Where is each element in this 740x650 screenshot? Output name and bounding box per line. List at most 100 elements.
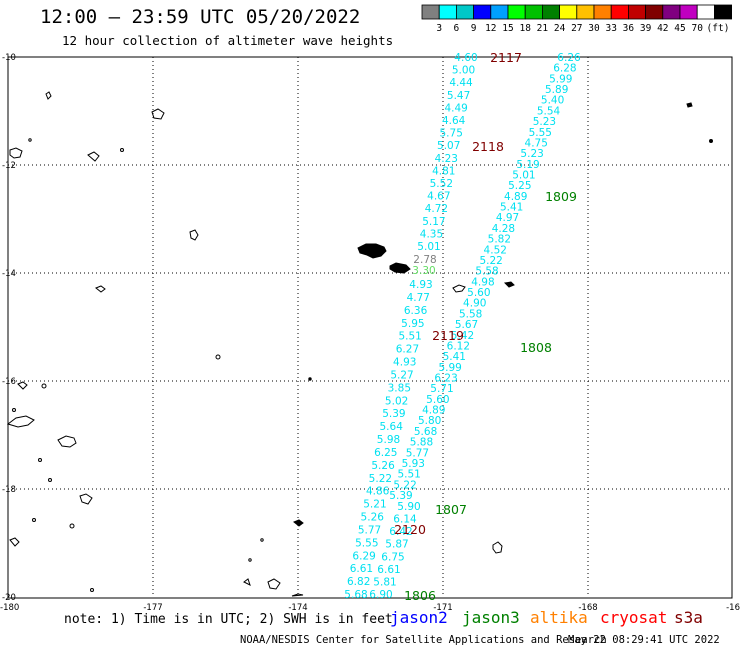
legend-swatch xyxy=(473,4,492,20)
wave-height-value: 5.55 xyxy=(355,537,378,549)
island-uvea xyxy=(189,229,199,241)
wave-height-value: 5.27 xyxy=(390,369,413,381)
pass-label: 2118 xyxy=(472,139,504,154)
wave-height-value: 5.22 xyxy=(369,473,392,485)
islet-9 xyxy=(90,588,94,592)
wave-height-value: 6.12 xyxy=(447,340,470,352)
wave-height-value: 5.26 xyxy=(361,512,385,524)
legend-label: 33 xyxy=(605,23,616,34)
wave-height-value: 4.89 xyxy=(504,191,527,203)
wave-height-value: 5.02 xyxy=(385,395,408,407)
island-niuatoputapu xyxy=(95,285,106,293)
lat-label: -18 xyxy=(2,485,16,495)
map-title: 12:00 – 23:59 UTC 05/20/2022 xyxy=(40,6,361,28)
wave-height-value: 5.75 xyxy=(440,128,463,140)
fiji-island-3 xyxy=(9,537,20,547)
lat-label: -20 xyxy=(2,593,16,603)
islet-4 xyxy=(308,377,312,381)
islet-1 xyxy=(120,148,124,152)
island-a xyxy=(45,91,52,100)
wave-height-value: 6.36 xyxy=(404,305,428,317)
wave-height-value: 5.58 xyxy=(475,266,498,278)
legend-swatch xyxy=(438,4,457,20)
wave-height-value: 4.23 xyxy=(435,153,458,165)
wave-height-value: 5.39 xyxy=(389,490,412,502)
lat-label: -10 xyxy=(2,53,16,63)
wave-height-value: 6.75 xyxy=(381,551,404,563)
wave-height-value: 5.23 xyxy=(520,148,543,160)
wave-height-value: 6.61 xyxy=(350,563,373,575)
islet-11 xyxy=(260,538,264,542)
legend-swatch xyxy=(455,4,474,20)
island-c xyxy=(87,151,100,162)
wave-height-value: 4.67 xyxy=(427,191,450,203)
island-ofu xyxy=(503,281,515,288)
sat-altika: altika xyxy=(530,608,588,627)
island-futuna xyxy=(151,108,165,120)
samoa-upolu xyxy=(357,243,387,259)
wave-height-value: 5.77 xyxy=(358,524,381,536)
wave-height-value: 5.52 xyxy=(430,178,453,190)
wave-height-value: 4.49 xyxy=(444,102,467,114)
legend-label: 15 xyxy=(502,23,513,34)
wave-height-value: 5.25 xyxy=(508,180,531,192)
wave-height-value: 5.17 xyxy=(422,216,445,228)
islet-6 xyxy=(28,138,32,142)
legend-swatch xyxy=(490,4,509,20)
map-frame xyxy=(7,56,733,599)
axis-labels: -10 -12 -14 -16 -18 -20-180 -177 -174 -171 -168 -1… xyxy=(0,53,740,613)
islet-7 xyxy=(38,458,42,462)
legend-swatch xyxy=(421,4,440,20)
wave-height-value: 6.14 xyxy=(393,514,417,526)
legend-swatch xyxy=(714,4,733,20)
islet-13 xyxy=(48,478,52,482)
lat-label: -16 xyxy=(2,377,16,387)
sat-jason3: jason3 xyxy=(462,608,520,627)
wave-height-value: 5.00 xyxy=(452,65,475,77)
island-tokelau xyxy=(686,102,693,108)
wave-height-value: 5.81 xyxy=(373,576,396,588)
legend-label: 42 xyxy=(657,23,668,34)
wave-height-value: 4.77 xyxy=(407,292,430,304)
islet-14 xyxy=(32,518,36,522)
wave-height-value: 5.64 xyxy=(380,421,404,433)
pass-label: 1808 xyxy=(520,340,552,355)
wave-height-value: 6.29 xyxy=(352,550,375,562)
islet-3 xyxy=(215,354,221,360)
pass-label: 2120 xyxy=(394,522,426,537)
wave-height-value: 6.82 xyxy=(347,576,370,588)
wave-height-value: 5.99 xyxy=(549,73,572,85)
wave-height-value: 5.41 xyxy=(443,351,466,363)
altimeter-tracks: 4.605.004.445.474.494.645.755.074.234.81… xyxy=(344,52,581,601)
wave-height-value: 5.89 xyxy=(545,84,568,96)
tonga-island-2 xyxy=(293,519,304,527)
legend-swatch xyxy=(628,4,647,20)
wave-height-value: 5.41 xyxy=(500,202,523,214)
map-subtitle: 12 hour collection of altimeter wave hei… xyxy=(62,33,394,48)
wave-height-value: 5.51 xyxy=(398,331,421,343)
footer-timestamp: May 22 08:29:41 UTC 2022 xyxy=(568,634,720,646)
lon-label: -174 xyxy=(288,603,307,613)
wave-height-value: 5.99 xyxy=(438,362,461,374)
wave-height-value: 5.80 xyxy=(418,415,441,427)
islet-12 xyxy=(12,408,16,412)
legend-label: 21 xyxy=(537,23,549,34)
sat-cryosat: cryosat xyxy=(600,608,668,627)
wave-height-value: 6.27 xyxy=(396,344,419,356)
legend-label: 9 xyxy=(471,23,477,34)
legend-swatch xyxy=(507,4,526,20)
fiji-island-2 xyxy=(79,493,93,505)
legend-label: 18 xyxy=(519,23,531,34)
wave-height-value-special: 2.78 xyxy=(413,254,436,266)
fiji-island-1 xyxy=(57,435,77,448)
lat-label: -14 xyxy=(2,269,16,279)
wave-height-value: 5.01 xyxy=(512,170,535,182)
legend-unit: (ft) xyxy=(707,23,730,34)
wave-height-value: 5.26 xyxy=(371,460,395,472)
wave-height-value: 5.54 xyxy=(537,105,561,117)
pass-label: 1807 xyxy=(435,502,467,517)
wave-height-value: 6.28 xyxy=(553,63,576,75)
tonga-island-1 xyxy=(267,578,281,590)
wave-height-value: 6.61 xyxy=(377,564,400,576)
